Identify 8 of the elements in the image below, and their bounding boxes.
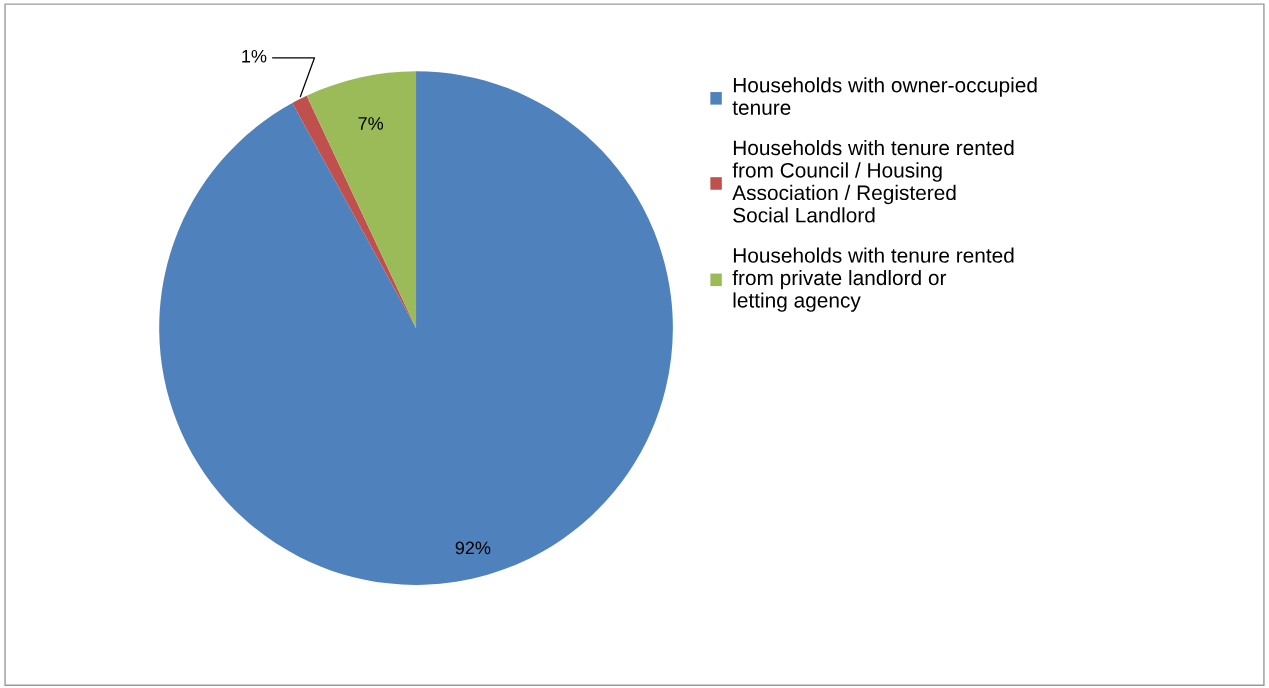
legend-label: Households with owner-occupied tenure [732, 77, 1037, 115]
legend-label: Households with tenure rented from Council / Housing Association / Registered Social Landlord [732, 139, 1014, 223]
data-label: 92% [455, 541, 491, 555]
data-label: 1% [242, 49, 267, 63]
data-label: 7% [358, 117, 384, 130]
pie-slice [159, 71, 673, 585]
legend-label: Households with tenure rented from private landlord or letting agency [732, 247, 1014, 312]
pie-slice [306, 71, 417, 329]
